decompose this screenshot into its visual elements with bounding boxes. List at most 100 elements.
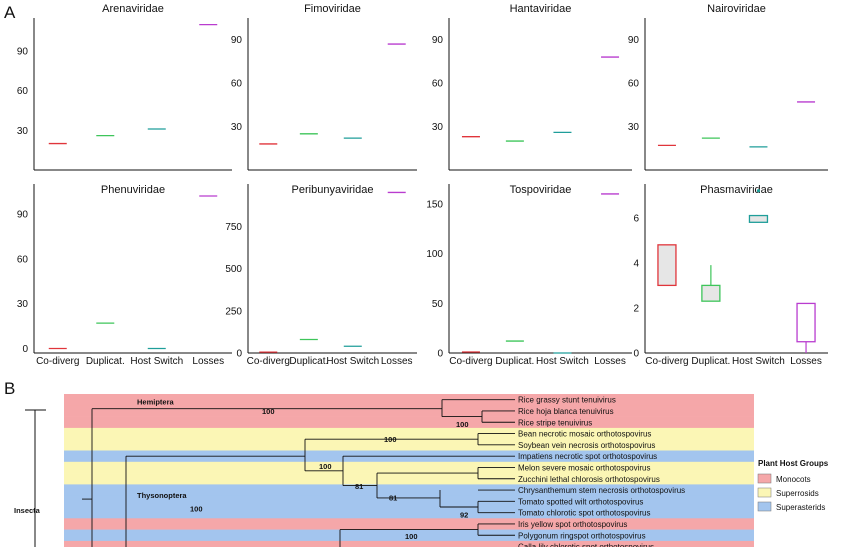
y-tick-label: 0 bbox=[437, 349, 443, 360]
bootstrap-support: 100 bbox=[384, 435, 397, 444]
chart-arenaviridae: Arenaviridae 30 60 90 bbox=[17, 3, 232, 171]
y-tick-label: 30 bbox=[17, 126, 29, 137]
y-tick-label: 60 bbox=[432, 79, 444, 90]
x-category-label: Losses bbox=[790, 356, 822, 367]
y-tick-label: 90 bbox=[17, 209, 29, 220]
taxon-label: Tomato spotted wilt orthotospovirus bbox=[518, 497, 643, 506]
x-category-label: Host Switch bbox=[536, 356, 589, 367]
y-tick-label: 6 bbox=[633, 213, 639, 224]
y-tick-label: 90 bbox=[17, 47, 29, 58]
chart-hantaviridae: Hantaviridae 30 60 90 bbox=[432, 3, 632, 171]
y-tick-label: 30 bbox=[628, 122, 640, 133]
legend-swatch-monocots bbox=[757, 473, 772, 484]
host-band-superasterids bbox=[64, 507, 754, 519]
clade-label-thysonoptera: Thysonoptera bbox=[137, 491, 187, 500]
box-codiverg bbox=[657, 244, 677, 287]
y-tick-label: 90 bbox=[231, 35, 243, 46]
box-duplicat bbox=[701, 284, 721, 302]
legend-swatch-superrosids bbox=[757, 487, 772, 498]
taxon-label: Impatiens necrotic spot orthotospovirus bbox=[518, 452, 657, 461]
taxon-label: Soybean vein necrosis orthotospovirus bbox=[518, 441, 655, 450]
host-band-monocots bbox=[64, 405, 754, 417]
chart-peribunyaviridae: Peribunyaviridae 0 250 500 750 Co-diverg Dupli… bbox=[225, 184, 417, 367]
host-band-superasterids bbox=[64, 495, 754, 508]
chart-title: Nairoviridae bbox=[707, 3, 766, 15]
legend-label: Superasterids bbox=[776, 503, 825, 512]
y-tick-label: 0 bbox=[22, 344, 28, 355]
y-tick-label: 4 bbox=[633, 258, 639, 269]
taxon-label: Tomato chlorotic spot orthotospovirus bbox=[518, 509, 651, 518]
chart-title: Hantaviridae bbox=[510, 3, 572, 15]
taxon-label: Polygonum ringspot orthotospovirus bbox=[518, 531, 646, 540]
y-tick-label: 90 bbox=[432, 35, 444, 46]
chart-nairoviridae: Nairoviridae 30 60 90 bbox=[628, 3, 828, 171]
y-tick-label: 30 bbox=[17, 299, 29, 310]
y-tick-label: 60 bbox=[231, 79, 243, 90]
chart-phenuviridae: Phenuviridae 0 30 60 90 Co-diverg Duplicat. Hos… bbox=[17, 184, 232, 367]
x-category-label: Duplicat. bbox=[495, 356, 534, 367]
taxon-label: Iris yellow spot orthotospovirus bbox=[518, 520, 627, 529]
x-category-label: Host Switch bbox=[732, 356, 785, 367]
bootstrap-support: 100 bbox=[190, 505, 203, 514]
y-tick-label: 150 bbox=[426, 199, 443, 210]
chart-title: Phasmaviridae bbox=[700, 184, 773, 196]
chart-title: Arenaviridae bbox=[102, 3, 164, 15]
bootstrap-support: 100 bbox=[319, 462, 332, 471]
x-category-label: Co-diverg bbox=[247, 356, 290, 367]
bootstrap-support: 100 bbox=[405, 532, 418, 541]
taxon-label: Rice grassy stunt tenuivirus bbox=[518, 396, 616, 405]
host-band-monocots bbox=[64, 416, 754, 429]
box-losses bbox=[796, 302, 816, 343]
outlier-point bbox=[756, 189, 761, 193]
host-band-superasterids bbox=[64, 529, 754, 542]
x-category-label: Losses bbox=[381, 356, 413, 367]
y-tick-label: 0 bbox=[236, 349, 242, 360]
panel-a-charts: Arenaviridae306090Fimoviridae306090Hanta… bbox=[17, 3, 828, 367]
y-tick-label: 90 bbox=[628, 35, 640, 46]
taxon-label: Bean necrotic mosaic orthotospovirus bbox=[518, 430, 651, 439]
legend-label: Superrosids bbox=[776, 489, 819, 498]
x-category-label: Duplicat. bbox=[86, 356, 125, 367]
bootstrap-support: 100 bbox=[456, 420, 469, 429]
x-category-label: Duplicat. bbox=[691, 356, 730, 367]
x-category-label: Losses bbox=[594, 356, 626, 367]
y-tick-label: 100 bbox=[426, 249, 443, 260]
taxon-label: Chrysanthemum stem necrosis orthotospovi… bbox=[518, 486, 685, 495]
y-tick-label: 30 bbox=[231, 122, 243, 133]
taxon-label: Calla lily chlorotic spot orthotospoviru… bbox=[518, 543, 654, 547]
x-category-label: Duplicat. bbox=[289, 356, 328, 367]
chart-title: Tospoviridae bbox=[510, 184, 572, 196]
y-tick-label: 60 bbox=[628, 79, 640, 90]
chart-tospoviridae: Tospoviridae 0 50 100 150 Co-diverg Duplicat. H… bbox=[426, 184, 632, 367]
panel-a-label: A bbox=[4, 3, 16, 22]
x-category-label: Host Switch bbox=[130, 356, 183, 367]
taxon-label: Rice stripe tenuivirus bbox=[518, 418, 592, 427]
chart-title: Phenuviridae bbox=[101, 184, 165, 196]
chart-title: Fimoviridae bbox=[304, 3, 361, 15]
box-hostswitch bbox=[748, 214, 769, 223]
panel-b-tree: Rice grassy stunt tenuivirus Rice hoja bl… bbox=[14, 394, 829, 547]
chart-title: Peribunyaviridae bbox=[292, 184, 374, 196]
y-tick-label: 250 bbox=[225, 306, 242, 317]
taxon-label: Rice hoja blanca tenuivirus bbox=[518, 407, 614, 416]
panel-b-label: B bbox=[4, 379, 15, 398]
host-group-label: Insecta bbox=[14, 506, 41, 515]
host-band-superrosids bbox=[64, 427, 754, 440]
taxon-label: Zucchini lethal chlorosis orthotospoviru… bbox=[518, 475, 660, 484]
taxon-label: Melon severe mosaic orthotospovirus bbox=[518, 463, 651, 472]
x-category-label: Co-diverg bbox=[645, 356, 688, 367]
host-band-superrosids bbox=[64, 461, 754, 474]
host-band-monocots bbox=[64, 518, 754, 530]
clade-label-hemiptera: Hemiptera bbox=[137, 398, 175, 407]
chart-phasmaviridae: Phasmaviridae 0 2 4 6 Co-diverg Duplicat. Host … bbox=[633, 184, 828, 367]
x-category-label: Host Switch bbox=[326, 356, 379, 367]
legend: Plant Host Groups Monocots Superrosids Supe… bbox=[757, 459, 829, 512]
host-band-monocots bbox=[64, 394, 754, 406]
y-tick-label: 50 bbox=[432, 299, 444, 310]
host-band-superrosids bbox=[64, 439, 754, 451]
bootstrap-support: 92 bbox=[460, 510, 468, 519]
bootstrap-support: 81 bbox=[389, 493, 397, 502]
bootstrap-support: 81 bbox=[355, 482, 363, 491]
host-band-monocots bbox=[64, 540, 754, 547]
